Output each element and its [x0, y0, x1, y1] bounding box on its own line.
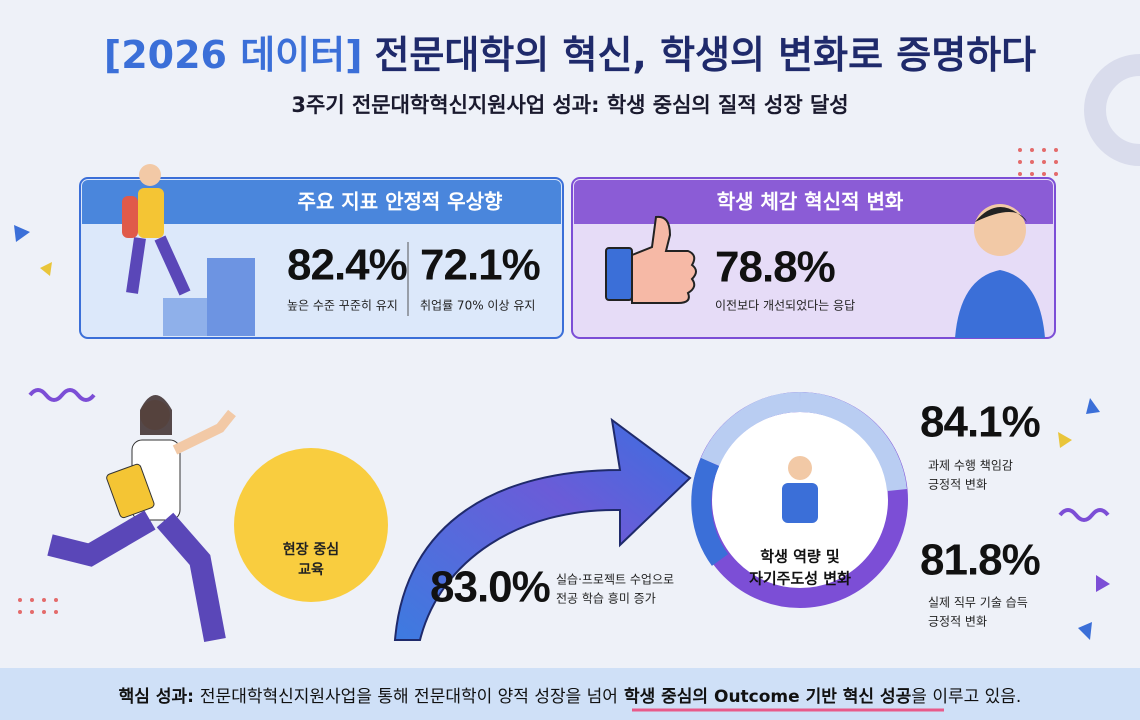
outcome-value: 84.1% [920, 398, 1040, 447]
card-title: 주요 지표 안정적 우상향 [298, 190, 503, 214]
start-label: 현장 중심 [283, 541, 339, 558]
outcome-label: 실제 직무 기술 습득 [928, 596, 1028, 610]
title: [2026 데이터] 전문대학의 혁신, 학생의 변화로 증명하다 [104, 33, 1036, 77]
stat-value: 78.8% [715, 243, 835, 292]
stat-label: 이전보다 개선되었다는 응답 [715, 299, 855, 313]
footer-suffix: 을 이루고 있음. [911, 687, 1021, 707]
result-ring [691, 392, 908, 608]
title-main: 전문대학의 혁신, 학생의 변화로 증명하다 [374, 33, 1036, 77]
subtitle: 3주기 전문대학혁신지원사업 성과: 학생 중심의 질적 성장 달성 [291, 93, 848, 117]
footer-band [0, 668, 1140, 720]
stat-value: 82.4% [287, 241, 407, 290]
start-label: 교육 [298, 562, 324, 578]
flow-label: 전공 학습 흥미 증가 [556, 592, 656, 606]
footer-text: 전문대학혁신지원사업을 통해 전문대학이 양적 성장을 넘어 [200, 687, 618, 707]
decorations [14, 54, 1140, 640]
card-perception: 학생 체감 혁신적 변화 78.8% 이전보다 개선되었다는 응답 [571, 177, 1056, 339]
footer: 핵심 성과: 전문대학혁신지원사업을 통해 전문대학이 양적 성장을 넘어 학생 중… [119, 686, 1022, 707]
outcome-value: 81.8% [920, 536, 1040, 585]
stat-label: 취업률 70% 이상 유지 [420, 299, 535, 313]
title-bracket: [2026 데이터] [104, 33, 363, 77]
illustration-student [47, 395, 236, 643]
card-indicators: 주요 지표 안정적 우상향 82.4% 높은 수준 꾸준히 유지 72.1% 취… [79, 164, 564, 339]
card-title: 학생 체감 혁신적 변화 [717, 190, 904, 214]
footer-prefix: 핵심 성과: [119, 687, 194, 707]
flow-label: 실습·프로젝트 수업으로 [556, 573, 674, 587]
stat-label: 높은 수준 꾸준히 유지 [287, 299, 398, 313]
outcome-label: 과제 수행 책임감 [928, 458, 1013, 473]
flow-arrow [393, 417, 692, 641]
stat-value: 72.1% [420, 241, 540, 290]
result-label: 자기주도성 변화 [749, 570, 851, 588]
outcome-label: 긍정적 변화 [928, 478, 987, 492]
footer-highlight: 학생 중심의 Outcome 기반 혁신 성공 [624, 686, 912, 707]
result-label: 학생 역량 및 [760, 548, 840, 566]
start-circle [234, 448, 388, 602]
outcome-label: 긍정적 변화 [928, 615, 987, 629]
flow-value: 83.0% [430, 563, 550, 612]
